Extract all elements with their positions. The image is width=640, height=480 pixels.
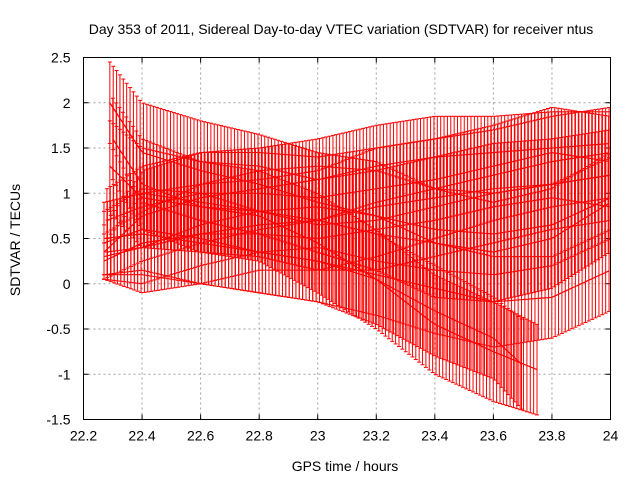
series-line: [112, 138, 538, 371]
y-tick-label: 2.5: [51, 50, 71, 66]
y-tick-label: -0.5: [46, 321, 70, 337]
series-sat-i: [104, 106, 611, 253]
x-tick-label: 23.8: [538, 428, 565, 444]
y-axis-label: SDTVAR / TECUs: [7, 184, 23, 296]
x-axis-label: GPS time / hours: [292, 458, 399, 474]
x-tick-label: 22.4: [128, 428, 155, 444]
x-tick-label: 22.6: [187, 428, 214, 444]
x-tick-label: 22.8: [246, 428, 273, 444]
x-axis-ticks: 22.2 22.4 22.6 22.8 23 23.2 23.4 23.6 23.8 24: [70, 57, 619, 444]
x-tick-label: 23: [310, 428, 326, 444]
x-tick-label: 23.4: [421, 428, 448, 444]
y-tick-label: 0: [63, 276, 71, 292]
x-tick-label: 22.2: [70, 428, 97, 444]
y-tick-label: 1.5: [51, 140, 71, 156]
x-tick-label: 23.2: [363, 428, 390, 444]
chart-title: Day 353 of 2011, Sidereal Day-to-day VTE…: [89, 21, 593, 37]
plot-frame: [83, 57, 611, 420]
x-tick-label: 23.6: [480, 428, 507, 444]
y-tick-label: 0.5: [51, 231, 71, 247]
series-line: [106, 152, 609, 221]
y-tick-label: 2: [63, 95, 71, 111]
y-tick-label: -1: [58, 366, 71, 382]
y-axis-ticks: -1.5 -1 -0.5 0 0.5 1 1.5 2 2.5: [46, 50, 611, 428]
y-tick-label: -1.5: [46, 412, 70, 428]
y-tick-label: 1: [63, 185, 71, 201]
series-sat-g: [110, 97, 540, 416]
x-tick-label: 24: [603, 428, 619, 444]
series-layer: [101, 61, 612, 416]
